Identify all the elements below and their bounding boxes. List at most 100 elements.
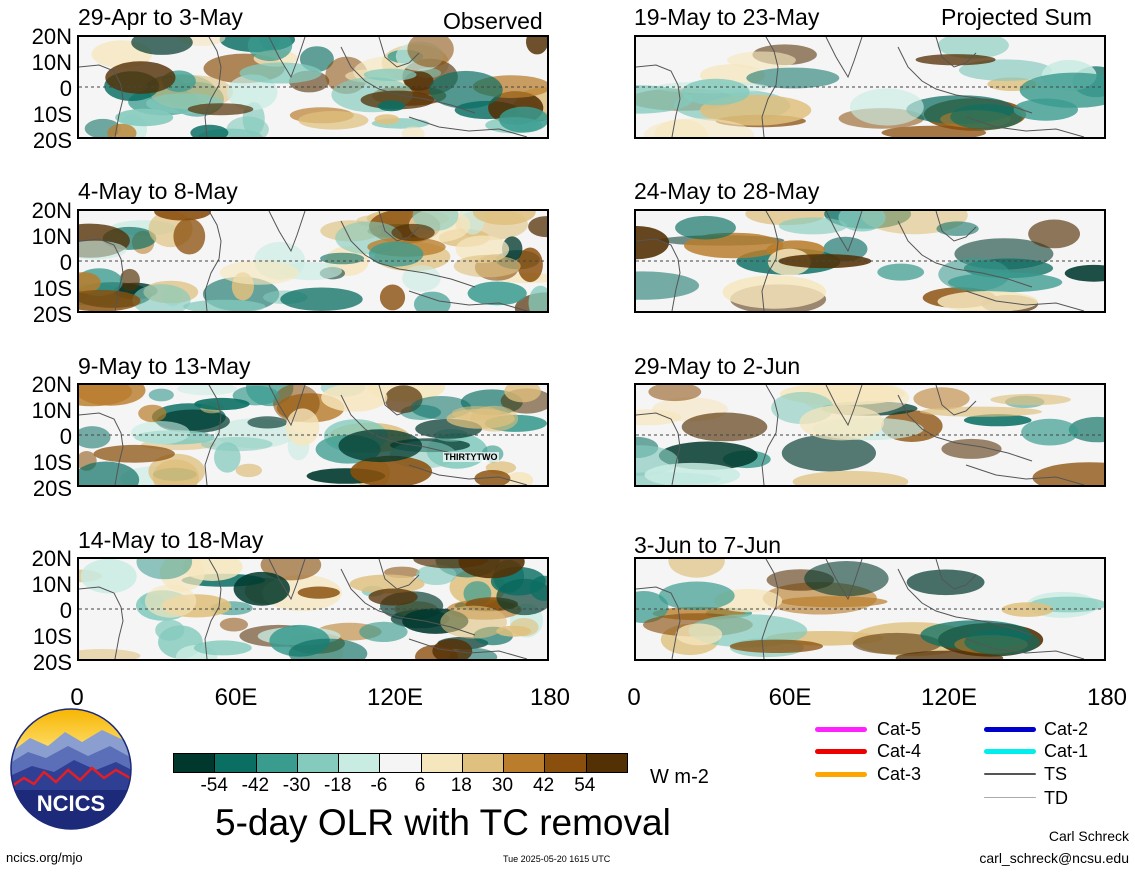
colorbar-tick-label: 18 bbox=[450, 775, 472, 796]
colorbar-tick-label: 54 bbox=[574, 775, 596, 796]
olr-anomaly-blob bbox=[187, 103, 254, 116]
coastline bbox=[378, 385, 420, 416]
olr-anomaly-blob bbox=[132, 284, 191, 311]
lat-label: 20S bbox=[32, 128, 72, 153]
footer-email[interactable]: carl_schreck@ncsu.edu bbox=[979, 850, 1129, 866]
logo-text: NCICS bbox=[37, 791, 105, 816]
lat-label: 10N bbox=[31, 50, 72, 75]
olr-anomaly-blob bbox=[1019, 72, 1104, 108]
coastline bbox=[935, 37, 977, 68]
lat-label: 20S bbox=[32, 650, 72, 675]
olr-anomaly-blob bbox=[780, 596, 888, 608]
colorbar-tick-label: 30 bbox=[491, 775, 514, 796]
legend-label-cat4: Cat-4 bbox=[877, 741, 922, 761]
lon-label-right: 120E bbox=[920, 684, 978, 711]
coastline bbox=[825, 211, 863, 253]
olr-anomaly-blob bbox=[778, 217, 848, 235]
olr-anomaly-blob bbox=[413, 291, 451, 311]
olr-anomaly-blob bbox=[964, 629, 1040, 656]
coastline bbox=[897, 46, 1033, 114]
olr-anomaly-blob bbox=[429, 70, 503, 109]
coastline bbox=[935, 385, 977, 416]
panel-title-obs-4: 14-May to 18-May bbox=[78, 527, 264, 553]
coastline bbox=[965, 116, 1085, 137]
olr-anomaly-blob bbox=[219, 260, 299, 285]
map-panel-proj-3 bbox=[634, 383, 1106, 487]
storm-annotation: THIRTYTWO bbox=[443, 452, 499, 462]
olr-anomaly-blob bbox=[136, 559, 193, 580]
colorbar-tick-label: 42 bbox=[533, 775, 555, 796]
coastline bbox=[268, 385, 306, 427]
lat-label: 10S bbox=[32, 276, 72, 301]
coastline bbox=[340, 220, 476, 288]
olr-anomaly-blob bbox=[280, 287, 363, 311]
footer-url[interactable]: ncics.org/mjo bbox=[6, 850, 83, 865]
olr-anomaly-blob bbox=[804, 561, 889, 597]
olr-anomaly-blob bbox=[644, 462, 741, 485]
olr-anomaly-blob bbox=[937, 291, 1039, 311]
olr-anomaly-blob bbox=[130, 421, 190, 445]
olr-anomaly-blob bbox=[913, 387, 970, 410]
footer-timestamp: Tue 2025-05-20 1615 UTC bbox=[503, 854, 611, 864]
coastline bbox=[965, 638, 1085, 659]
coastline bbox=[935, 559, 977, 590]
olr-anomaly-blob bbox=[727, 51, 796, 70]
olr-anomaly-blob bbox=[350, 455, 433, 485]
coastline bbox=[204, 385, 222, 485]
olr-anomaly-blob bbox=[368, 588, 418, 606]
olr-anomaly-blob bbox=[636, 226, 670, 260]
olr-anomaly-blob bbox=[838, 211, 886, 232]
olr-anomaly-blob bbox=[852, 632, 942, 655]
panel-title-obs-2: 4-May to 8-May bbox=[78, 178, 238, 204]
olr-anomaly-blob bbox=[648, 385, 702, 402]
olr-anomaly-blob bbox=[792, 470, 909, 485]
coastline bbox=[79, 238, 124, 311]
coastline bbox=[636, 64, 681, 137]
olr-anomaly-blob bbox=[990, 393, 1071, 406]
lat-label: 10S bbox=[32, 102, 72, 127]
olr-anomaly-blob bbox=[105, 61, 176, 94]
coastline bbox=[79, 412, 124, 485]
olr-anomaly-blob bbox=[936, 221, 979, 236]
legend-label-td: TD bbox=[1044, 788, 1068, 808]
olr-anomaly-blob bbox=[285, 408, 320, 446]
colorbar-swatch bbox=[380, 754, 422, 772]
lon-label-left: 120E bbox=[366, 684, 424, 711]
olr-anomaly-blob bbox=[182, 559, 243, 581]
coastline bbox=[340, 568, 476, 636]
panel-title-proj-1: 19-May to 23-May bbox=[634, 4, 820, 30]
lat-label: 10N bbox=[31, 224, 72, 249]
colorbar-swatch bbox=[215, 754, 257, 772]
olr-anomaly-blob bbox=[937, 37, 1009, 59]
coastline bbox=[268, 211, 306, 253]
coastline bbox=[408, 638, 528, 659]
coastline bbox=[378, 559, 420, 590]
coastline bbox=[204, 37, 222, 137]
lat-label: 0 bbox=[59, 250, 72, 275]
olr-anomaly-blob bbox=[402, 265, 441, 292]
colorbar-swatch bbox=[462, 754, 505, 772]
olr-anomaly-blob bbox=[79, 649, 141, 659]
panel-title-proj-3: 29-May to 2-Jun bbox=[634, 353, 801, 379]
olr-anomaly-blob bbox=[80, 559, 137, 594]
olr-anomaly-blob bbox=[79, 426, 111, 449]
colorbar-swatch bbox=[174, 754, 216, 772]
colorbar-swatch bbox=[504, 754, 546, 772]
legend-swatch-cat5 bbox=[815, 727, 867, 732]
olr-anomaly-blob bbox=[746, 67, 840, 89]
lat-label: 0 bbox=[59, 76, 72, 101]
olr-anomaly-blob bbox=[1001, 602, 1054, 617]
coastline bbox=[935, 211, 977, 242]
olr-anomaly-blob bbox=[194, 397, 250, 411]
coastline bbox=[408, 116, 528, 137]
olr-anomaly-blob bbox=[517, 247, 543, 283]
coastline bbox=[965, 464, 1085, 485]
olr-anomaly-blob bbox=[722, 275, 827, 309]
panel-title-proj-2: 24-May to 28-May bbox=[634, 178, 820, 204]
coastline bbox=[79, 586, 124, 659]
olr-anomaly-blob bbox=[148, 388, 174, 402]
coastline bbox=[408, 464, 528, 485]
legend-label-cat2: Cat-2 bbox=[1044, 719, 1089, 739]
olr-anomaly-blob bbox=[729, 639, 823, 653]
olr-anomaly-blob bbox=[320, 252, 365, 265]
